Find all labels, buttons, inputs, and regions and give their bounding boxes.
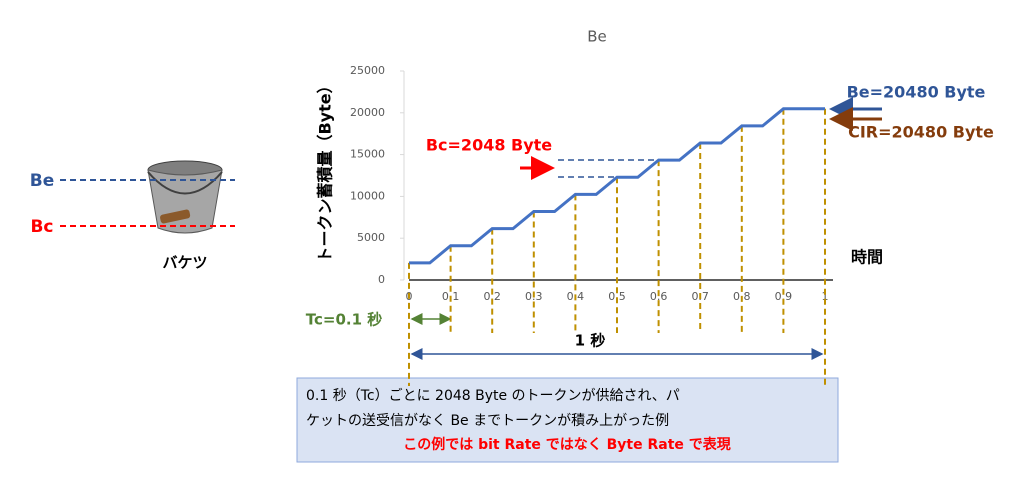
x-tick-label: 0.5 bbox=[608, 290, 626, 303]
bucket-icon bbox=[147, 160, 223, 234]
chart-title: Be bbox=[587, 28, 607, 46]
x-tick-label: 0.6 bbox=[650, 290, 668, 303]
y-tick-label: 5000 bbox=[357, 231, 385, 244]
y-tick-label: 20000 bbox=[350, 106, 385, 119]
bucket-label: バケツ bbox=[162, 254, 207, 272]
second-annotation: 1 秒 bbox=[575, 332, 606, 350]
data-line bbox=[409, 107, 825, 265]
be-annotation: Be=20480 Byte bbox=[847, 83, 986, 102]
cir-annotation: CIR=20480 Byte bbox=[848, 123, 994, 142]
x-axis-label: 時間 bbox=[851, 248, 883, 267]
y-axis-label: トークン蓄積量（Byte） bbox=[316, 77, 335, 262]
y-tick-label: 25000 bbox=[350, 64, 385, 77]
x-tick-label: 1 bbox=[822, 290, 829, 303]
tc-annotation: Tc=0.1 秒 bbox=[306, 311, 383, 329]
note-line: この例では bit Rate ではなく Byte Rate で表現 bbox=[403, 436, 731, 453]
bucket-be-label: Be bbox=[30, 171, 55, 191]
y-tick-label: 15000 bbox=[350, 148, 385, 161]
y-tick-label: 0 bbox=[378, 273, 385, 286]
bucket-bc-label: Bc bbox=[30, 217, 53, 237]
note-box bbox=[296, 377, 839, 463]
x-tick-label: 0.2 bbox=[483, 290, 501, 303]
x-tick-label: 0.9 bbox=[775, 290, 793, 303]
note-line: ケットの送受信がなく Be までトークンが積み上がった例 bbox=[306, 413, 669, 429]
note-line: 0.1 秒（Tc）ごとに 2048 Byte のトークンが供給され、パ bbox=[306, 388, 680, 404]
bc-annotation: Bc=2048 Byte bbox=[426, 136, 552, 155]
y-tick-label: 10000 bbox=[350, 189, 385, 202]
